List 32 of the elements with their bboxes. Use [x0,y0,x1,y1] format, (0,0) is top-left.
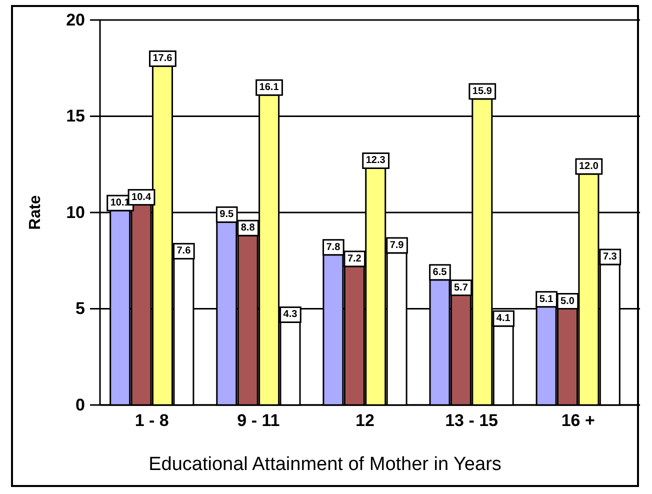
data-label: 7.9 [390,240,404,251]
data-label: 12.0 [578,161,599,172]
data-label: 5.0 [560,296,575,307]
data-label: 5.7 [454,282,468,294]
data-label: 6.5 [432,266,448,278]
y-tick-label: 10 [66,202,85,222]
data-label: 7.3 [602,251,618,262]
x-tick-label: 12 [356,411,374,430]
x-tick-label: 13 - 15 [445,411,498,430]
data-label: 7.2 [347,253,362,264]
data-label: 9.5 [220,209,234,220]
data-label: 12.3 [366,155,386,166]
data-label: 10.4 [132,192,152,203]
y-tick-label: 20 [66,10,85,30]
data-label: 7.8 [326,242,341,253]
data-label: 15.9 [472,86,492,97]
x-axis-title: Educational Attainment of Mother in Years [148,454,502,475]
x-tick-label: 16 + [561,411,595,430]
data-label: 8.8 [240,222,256,234]
data-label: 10.1 [110,198,130,209]
x-tick-label: 9 - 11 [237,411,280,430]
y-tick-label: 15 [66,106,85,126]
data-label: 16.1 [259,82,280,94]
y-axis-title: Rate [27,195,44,230]
data-label: 7.6 [176,246,192,257]
data-label: 4.3 [283,309,298,320]
data-label: 5.1 [539,294,554,305]
y-tick-label: 5 [76,299,85,318]
data-label: 17.6 [152,53,173,64]
y-tick-label: 0 [76,395,85,414]
x-tick-label: 1 - 8 [134,411,169,430]
data-label: 4.1 [496,313,511,324]
